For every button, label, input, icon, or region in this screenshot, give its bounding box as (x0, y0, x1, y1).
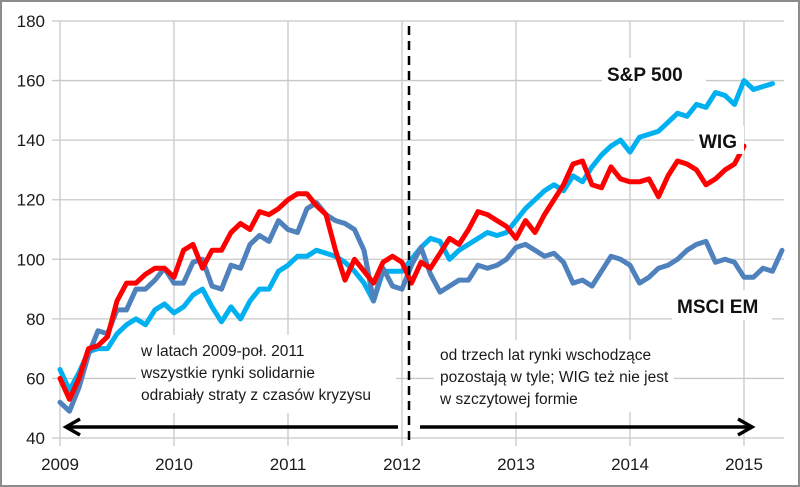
y-tick-label: 160 (17, 72, 45, 91)
label-bg (602, 58, 706, 88)
y-tick-label: 40 (26, 429, 45, 448)
series-line-msci-em (57, 200, 785, 414)
x-tick-label: 2014 (611, 455, 649, 474)
y-tick-label: 120 (17, 191, 45, 210)
series-label-msci-em: MSCI EM (677, 297, 758, 318)
y-tick-label: 100 (17, 250, 45, 269)
series-label-wig: WIG (699, 132, 737, 153)
series-line-wig (57, 143, 747, 402)
y-tick-label: 60 (26, 369, 45, 388)
arrow-right (420, 417, 756, 437)
note-left-line: w latach 2009-poł. 2011 (140, 343, 304, 360)
series-label-sp500: S&P 500 (607, 65, 683, 86)
x-tick-label: 2013 (497, 455, 535, 474)
x-tick-label: 2011 (270, 455, 307, 474)
label-bg (694, 126, 744, 154)
note-left-line: wszystkie rynki solidarnie (140, 365, 315, 382)
x-tick-label: 2010 (155, 455, 193, 474)
x-tick-label: 2015 (725, 455, 763, 474)
note-left-line: odrabiały straty z czasów kryzysu (141, 387, 371, 404)
arrow-left (62, 417, 398, 437)
note-right-line: od trzech lat rynki wschodzące (440, 347, 651, 364)
series-lines (57, 78, 785, 414)
note-right-line: pozostają w tyle; WIG też nie jest (440, 369, 669, 386)
y-tick-label: 80 (26, 310, 45, 329)
x-tick-label: 2012 (383, 455, 421, 474)
note-bg (136, 335, 396, 413)
note-right-line: w szczytowej formie (439, 391, 578, 408)
x-axis-ticks: 2009 2010 2011 2012 2013 2014 2015 (41, 455, 763, 474)
y-axis-ticks: 40 60 80 100 120 140 160 180 (17, 12, 45, 448)
y-tick-label: 180 (17, 12, 45, 31)
label-bg (672, 290, 772, 320)
note-bg (434, 340, 674, 412)
x-tick-label: 2009 (41, 455, 79, 474)
y-tick-label: 140 (17, 131, 45, 150)
